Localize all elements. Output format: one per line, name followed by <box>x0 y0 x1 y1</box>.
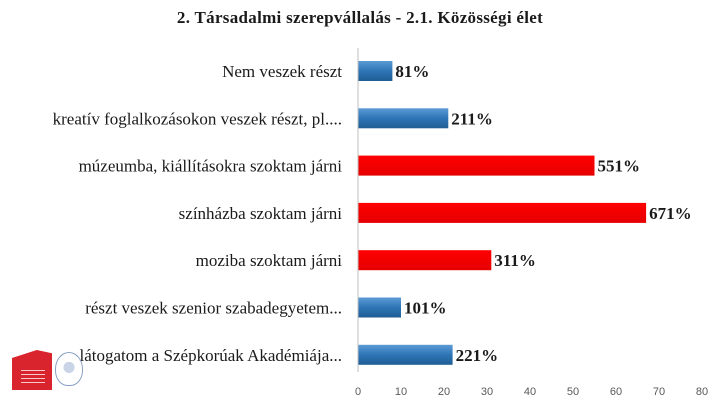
bar-1 <box>358 61 393 81</box>
category-label: múzeumba, kiállításokra szoktam járni <box>79 157 343 176</box>
bar-3 <box>358 155 595 176</box>
bar-4 <box>358 202 647 223</box>
institution-logo <box>12 350 52 390</box>
category-label: látogatom a Szépkorúak Akadémiája... <box>80 346 342 365</box>
data-label: 211% <box>451 109 493 128</box>
x-tick-label: 0 <box>355 386 361 398</box>
bar-6 <box>358 297 401 318</box>
university-seal-icon <box>55 352 83 386</box>
data-label: 311% <box>494 251 536 270</box>
category-label: színházba szoktam járni <box>179 204 343 223</box>
x-tick-label: 80 <box>696 386 708 398</box>
category-label: Nem veszek részt <box>222 62 342 81</box>
category-label: részt veszek szenior szabadegyetem... <box>85 299 342 318</box>
x-tick-label: 50 <box>567 386 579 398</box>
data-label: 551% <box>598 157 641 176</box>
x-tick-label: 60 <box>610 386 622 398</box>
x-tick-label: 40 <box>524 386 536 398</box>
data-label: 81% <box>395 62 429 81</box>
chart-title: 2. Társadalmi szerepvállalás - 2.1. Közö… <box>176 8 544 27</box>
category-label: moziba szoktam járni <box>196 251 343 270</box>
data-label: 101% <box>404 299 447 318</box>
data-label: 671% <box>649 204 692 223</box>
data-label: 221% <box>456 346 499 365</box>
x-tick-label: 30 <box>481 386 493 398</box>
bar-7 <box>358 344 453 365</box>
bar-2 <box>358 108 449 129</box>
x-tick-label: 10 <box>395 386 407 398</box>
x-tick-label: 20 <box>438 386 450 398</box>
bar-5 <box>358 250 492 271</box>
x-tick-label: 70 <box>653 386 665 398</box>
category-label: kreatív foglalkozásokon veszek részt, pl… <box>53 109 342 128</box>
